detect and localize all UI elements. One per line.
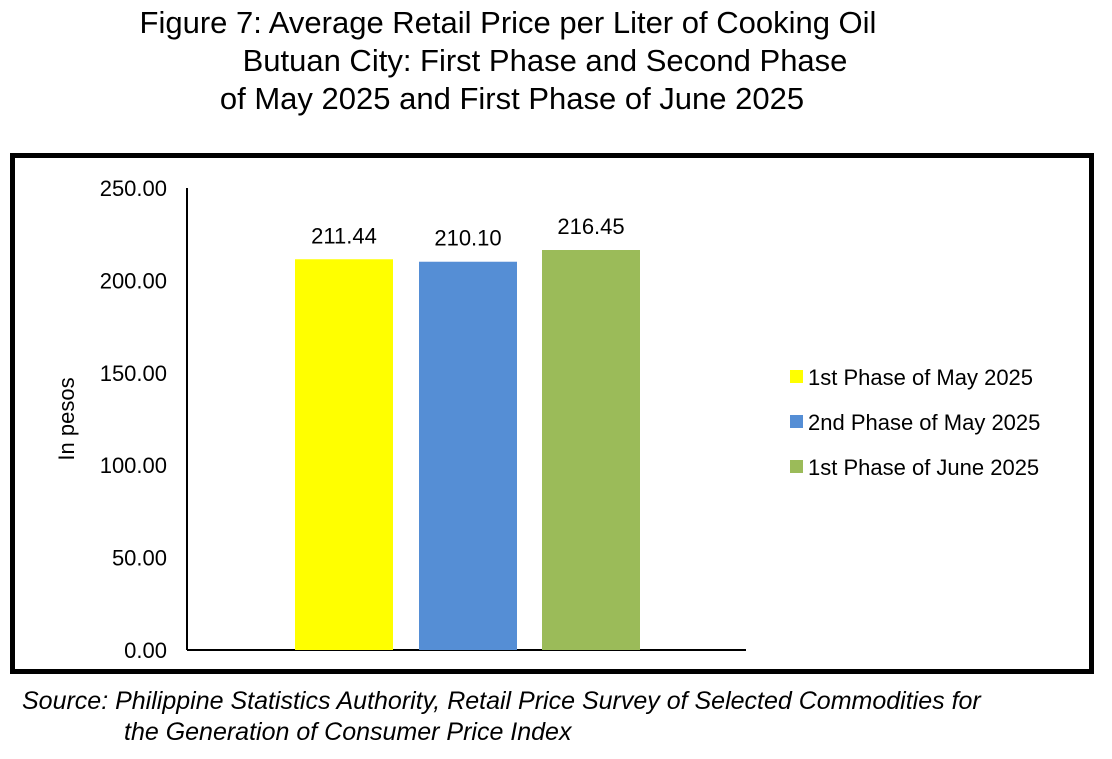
legend-label: 2nd Phase of May 2025 (808, 410, 1040, 435)
data-label: 210.10 (434, 226, 501, 251)
data-label: 211.44 (311, 223, 377, 248)
y-tick-label: 150.00 (100, 361, 167, 386)
title-line-2: Butuan City: First Phase and Second Phas… (242, 43, 848, 78)
source-note: Source: Philippine Statistics Authority,… (22, 686, 981, 748)
y-tick-label: 250.00 (100, 176, 167, 201)
source-line-1: Source: Philippine Statistics Authority,… (22, 687, 981, 715)
data-label: 216.45 (557, 214, 624, 239)
y-tick-label: 0.00 (124, 638, 167, 663)
legend-swatch (790, 415, 803, 428)
bar (542, 250, 640, 650)
bar-chart: 0.00 50.00 100.00 150.00 200.00 250.00 In peso… (54, 176, 1040, 663)
title-line-1: Figure 7: Average Retail Price per Liter… (139, 5, 877, 40)
legend-swatch (790, 460, 803, 473)
bar (419, 261, 517, 650)
title-line-3: of May 2025 and First Phase of June 2025 (219, 81, 805, 116)
chart-title: Figure 7: Average Retail Price per Liter… (0, 4, 1040, 118)
source-line-2: the Generation of Consumer Price Index (124, 718, 572, 746)
y-axis-label: In pesos (54, 377, 79, 460)
y-tick-label: 50.00 (112, 546, 167, 571)
legend-label: 1st Phase of June 2025 (808, 455, 1039, 480)
bar (295, 259, 393, 650)
y-tick-label: 100.00 (100, 453, 167, 478)
legend-label: 1st Phase of May 2025 (808, 365, 1033, 390)
legend-swatch (790, 370, 803, 383)
y-tick-label: 200.00 (100, 268, 167, 293)
